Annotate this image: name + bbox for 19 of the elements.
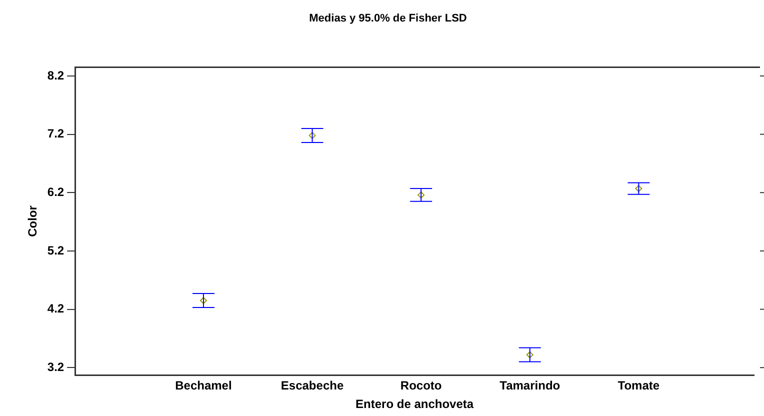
x-tick-label: Tomate [618, 378, 660, 393]
x-tick-label: Rocoto [400, 378, 442, 393]
chart-title: Medias y 95.0% de Fisher LSD [309, 12, 467, 25]
point [200, 297, 207, 304]
y-tick-label: 4.2 [47, 302, 64, 316]
y-tick-label: 3.2 [47, 360, 64, 374]
point [526, 351, 534, 358]
x-tick-label: Escabeche [280, 378, 344, 393]
y-tick-label: 7.2 [47, 126, 64, 141]
x-axis-title: Entero de anchoveta [356, 397, 474, 412]
point [635, 185, 642, 192]
x-tick-label: Bechamel [175, 378, 232, 393]
y-tick-label: 5.2 [47, 243, 64, 258]
y-axis-title: Color [26, 205, 40, 237]
point [418, 191, 425, 198]
y-tick-label: 6.2 [47, 184, 64, 199]
point [308, 132, 316, 139]
x-tick-label: Tamarindo [500, 378, 560, 393]
y-tick-label: 8.2 [47, 68, 64, 82]
